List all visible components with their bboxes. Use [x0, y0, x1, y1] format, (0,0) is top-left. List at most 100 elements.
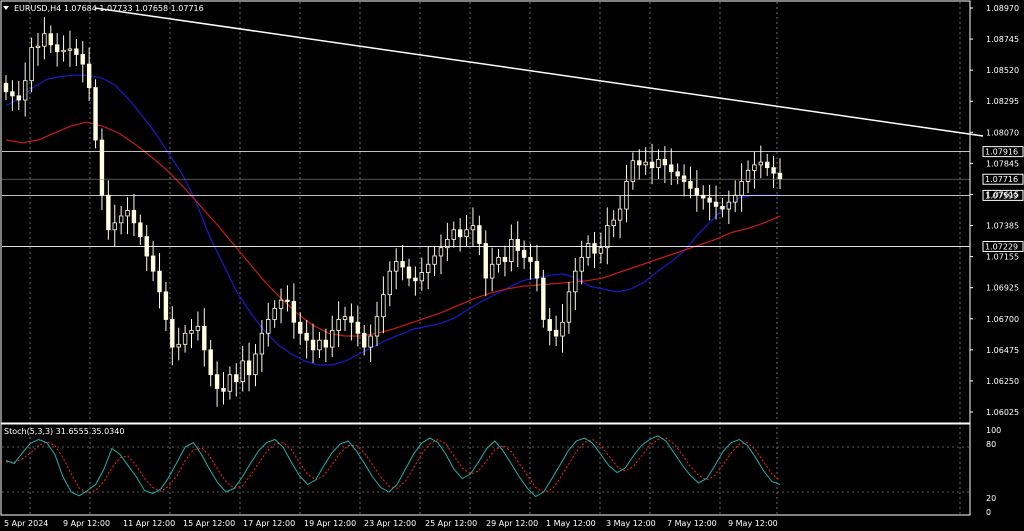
horizontal-levels[interactable]: 1.07916 1.07599 1.07229 1.07716 — [2, 146, 1024, 252]
candle-body — [163, 291, 169, 320]
candle-body — [125, 210, 130, 217]
price-tick-label: 1.07615 — [986, 190, 1019, 199]
candle-body — [304, 332, 309, 341]
candle-body — [253, 353, 258, 376]
candle-body — [278, 299, 284, 309]
candle-body — [221, 388, 226, 392]
time-axis-label: 9 May 12:00 — [728, 519, 778, 528]
candle-body — [649, 161, 655, 169]
price-tick-label: 1.08520 — [986, 66, 1019, 75]
candle-body — [86, 63, 92, 88]
candle-body — [733, 194, 738, 203]
candle-body — [617, 208, 623, 221]
candle-body — [720, 205, 725, 210]
candle-body — [771, 167, 776, 174]
candle-body — [457, 229, 463, 238]
candle-body — [707, 197, 712, 203]
candle-body — [374, 316, 380, 337]
price-level-box — [982, 189, 1024, 201]
candle-body — [541, 277, 546, 320]
candle-body — [502, 256, 508, 262]
candle-body — [195, 325, 201, 331]
price-tick-label: 1.08070 — [986, 128, 1019, 137]
candle-body — [381, 294, 386, 318]
candle-body — [54, 44, 60, 53]
candle-body — [432, 255, 437, 265]
price-tick-label: 1.06700 — [986, 315, 1019, 324]
candle-body — [182, 332, 188, 345]
candle-body — [758, 161, 764, 166]
candle-body — [368, 335, 373, 348]
price-tick-label: 1.06025 — [986, 408, 1019, 417]
candle-body — [246, 360, 252, 376]
candle-body — [74, 48, 79, 55]
candle-body — [425, 263, 431, 273]
price-tick-label: 1.06475 — [986, 346, 1019, 355]
candle-body — [630, 160, 636, 182]
candle-body — [10, 91, 15, 97]
candle-body — [777, 172, 783, 180]
time-axis-label: 5 Apr 2024 — [4, 519, 48, 528]
candle-body — [349, 316, 354, 323]
candle-body — [310, 339, 316, 351]
candle-body — [643, 161, 648, 166]
candle-body — [29, 47, 34, 82]
stoch-signal-line — [6, 437, 781, 494]
current-price-box — [982, 173, 1024, 185]
candle-body — [528, 256, 533, 262]
candle-body — [3, 83, 9, 93]
candle-body — [150, 255, 156, 272]
dropdown-triangle-icon[interactable] — [3, 6, 9, 10]
fast-ma-line — [5, 74, 780, 366]
stoch-tick-label: 0 — [986, 508, 991, 517]
candle-body — [675, 171, 680, 177]
candles — [3, 17, 783, 407]
candle-body — [560, 321, 565, 337]
candle-body — [681, 175, 687, 182]
current-price-label: 1.07716 — [985, 175, 1018, 184]
time-axis-label: 3 May 12:00 — [606, 519, 656, 528]
candle-body — [61, 49, 66, 53]
candle-body — [42, 33, 47, 47]
candle-body — [291, 301, 297, 323]
candle-body — [393, 261, 399, 272]
time-axis-label: 7 May 12:00 — [667, 519, 717, 528]
candle-body — [496, 256, 501, 265]
time-axis-label: 23 Apr 12:00 — [364, 519, 416, 528]
trendline[interactable] — [94, 7, 984, 137]
candle-body — [637, 160, 642, 166]
slow-ma-line — [5, 121, 781, 337]
candle-body — [80, 54, 85, 65]
time-axis-label: 19 Apr 12:00 — [304, 519, 356, 528]
candle-body — [240, 360, 245, 382]
candle-body — [739, 181, 744, 196]
candle-body — [48, 33, 53, 46]
time-axis-label: 29 Apr 12:00 — [486, 519, 538, 528]
candle-body — [336, 319, 341, 331]
candle-body — [419, 272, 424, 282]
candle-body — [387, 270, 393, 296]
candle-body — [355, 321, 361, 334]
time-axis-label: 17 Apr 12:00 — [243, 519, 295, 528]
candle-body — [22, 80, 28, 101]
candle-body — [176, 343, 181, 348]
time-axis-label: 25 Apr 12:00 — [425, 519, 477, 528]
moving-averages — [5, 74, 781, 366]
candle-body — [362, 332, 367, 348]
candle-body — [208, 349, 213, 376]
indicator-header: Stoch(5,3,3) 31.6555 35.0340 — [4, 427, 124, 436]
symbol-header: EURUSD,H4 1.07684 1.07733 1.07658 1.0771… — [14, 4, 204, 13]
candle-body — [694, 187, 700, 196]
candle-body — [477, 225, 482, 244]
candle-body — [745, 169, 751, 182]
candle-body — [413, 277, 418, 282]
candle-body — [656, 158, 661, 169]
candle-body — [509, 239, 514, 262]
price-level-box — [982, 146, 1024, 158]
candle-body — [35, 45, 41, 48]
candle-body — [234, 374, 239, 382]
candle-body — [342, 316, 348, 320]
price-tick-label: 1.08295 — [986, 97, 1019, 106]
candle-body — [285, 299, 290, 302]
